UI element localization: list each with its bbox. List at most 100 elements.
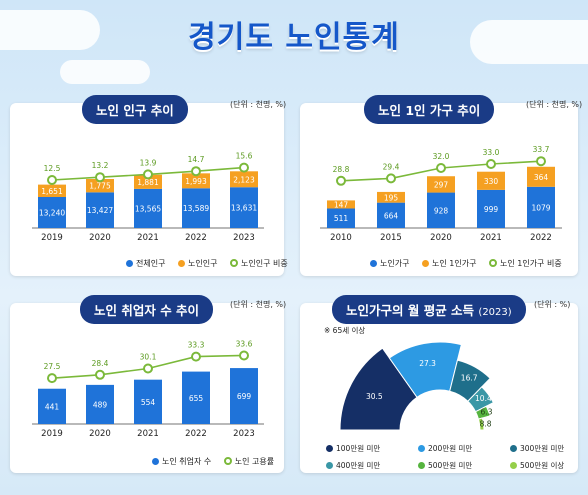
legend-item: 200만원 미만 [418, 443, 510, 454]
x-tick-label: 2020 [89, 233, 111, 243]
line-data-label: 27.5 [44, 362, 61, 371]
data-label: 928 [434, 206, 449, 215]
x-tick-label: 2022 [530, 233, 552, 243]
bar-노인 1인가구 [427, 176, 455, 193]
data-label: 1,993 [185, 177, 207, 186]
data-label: 13,565 [135, 204, 161, 213]
slice-3 [449, 359, 491, 402]
slice-label: 16.7 [461, 374, 478, 383]
data-label: 1,881 [137, 178, 159, 187]
line-point [436, 163, 446, 173]
x-tick-label: 2019 [41, 233, 63, 243]
bar-전체인구 [182, 188, 210, 228]
data-label: 699 [237, 392, 252, 401]
legend-item: 노인 고용률 [223, 456, 275, 467]
line-data-label: 33.3 [188, 341, 205, 350]
x-tick-label: 2023 [233, 429, 255, 439]
bar-노인인구 [86, 179, 114, 193]
data-label: 195 [384, 193, 399, 202]
footnote: ※ 65세 이상 [324, 326, 366, 335]
legend-label: 노인인구 [188, 259, 218, 268]
x-tick-label: 2021 [137, 233, 159, 243]
slice-label: 8.8 [480, 420, 492, 429]
bar-노인가구 [527, 186, 555, 228]
legend-label: 500만원 미만 [428, 461, 473, 470]
line-data-label: 30.1 [140, 352, 157, 361]
legend-label: 100만원 미만 [336, 444, 381, 453]
data-label: 330 [484, 177, 499, 186]
legend-item: 500만원 미만 [418, 460, 510, 471]
legend-item: 노인가구 [370, 258, 409, 269]
panel-title: 노인 인구 추이 [82, 95, 188, 124]
line-point [47, 175, 57, 185]
page-title: 경기도 노인통계 [188, 20, 400, 55]
data-label: 147 [334, 200, 349, 209]
data-label: 999 [484, 205, 499, 214]
cloud-decoration [60, 60, 150, 84]
bar-노인 1인가구 [377, 191, 405, 203]
data-label: 1,775 [89, 182, 111, 191]
bar-노인가구 [377, 202, 405, 228]
legend-label: 200만원 미만 [428, 444, 473, 453]
x-tick-label: 2020 [430, 233, 452, 243]
legend-item: 노인인구 비중 [230, 258, 288, 269]
legend-label: 300만원 미만 [520, 444, 565, 453]
bar-노인인구 [134, 174, 162, 189]
legend-label: 400만원 미만 [336, 461, 381, 470]
bar-노인인구 [230, 171, 258, 188]
slice-1 [339, 347, 418, 431]
legend-item: 100만원 미만 [326, 443, 418, 454]
data-label: 511 [334, 214, 349, 223]
bar-노인인구 [182, 173, 210, 189]
bar-노인 취업자 수 [230, 368, 258, 424]
line-point [486, 159, 496, 169]
data-label: 13,589 [183, 204, 209, 213]
x-tick-label: 2021 [480, 233, 502, 243]
slice-label: 27.3 [419, 359, 436, 368]
legend: 노인 취업자 수 노인 고용률 [142, 456, 274, 467]
x-tick-label: 2022 [185, 233, 207, 243]
line-point [336, 175, 346, 186]
data-label: 13,240 [39, 209, 65, 218]
bar-노인가구 [427, 192, 455, 228]
cloud-decoration [470, 20, 588, 64]
data-label: 297 [434, 180, 449, 189]
bar-노인 취업자 수 [182, 371, 210, 424]
data-label: 2,123 [233, 175, 255, 184]
data-label: 1,651 [41, 187, 63, 196]
data-label: 1079 [531, 203, 550, 212]
bar-노인 1인가구 [327, 200, 355, 209]
legend-item: 300만원 미만 [510, 443, 588, 454]
panel-title: 노인가구의 월 평균 소득 (2023) [332, 295, 526, 324]
slice-6 [477, 417, 485, 431]
unit-label: (단위 : 천명, %) [230, 300, 287, 309]
data-label: 554 [141, 398, 156, 407]
legend-label: 노인인구 비중 [241, 259, 288, 268]
legend-item: 노인 1인가구 [422, 258, 476, 269]
legend-label: 노인 고용률 [234, 457, 275, 466]
x-tick-label: 2010 [330, 233, 352, 243]
line-data-label: 12.5 [44, 164, 61, 173]
line-data-label: 32.0 [433, 152, 450, 161]
legend-item: 노인 1인가구 비중 [488, 258, 562, 269]
unit-label: (단위 : 천명, %) [230, 100, 287, 109]
legend-item: 400만원 미만 [326, 460, 418, 471]
bar-전체인구 [86, 192, 114, 228]
data-label: 664 [384, 211, 399, 220]
slice-label: 6.3 [481, 408, 493, 417]
bar-노인 취업자 수 [134, 379, 162, 424]
data-label: 441 [45, 402, 60, 411]
legend-item: 전체인구 [126, 258, 165, 269]
data-label: 13,427 [87, 206, 113, 215]
panel-title-text: 노인가구의 월 평균 소득 [346, 303, 475, 318]
legend-label: 500만원 이상 [520, 461, 565, 470]
x-tick-label: 2022 [185, 429, 207, 439]
line-point [239, 350, 249, 361]
line-data-label: 28.8 [333, 165, 350, 174]
x-tick-label: 2021 [137, 429, 159, 439]
bar-노인가구 [327, 208, 355, 228]
line-data-label: 29.4 [383, 162, 400, 171]
line-data-label: 33.0 [483, 148, 500, 157]
